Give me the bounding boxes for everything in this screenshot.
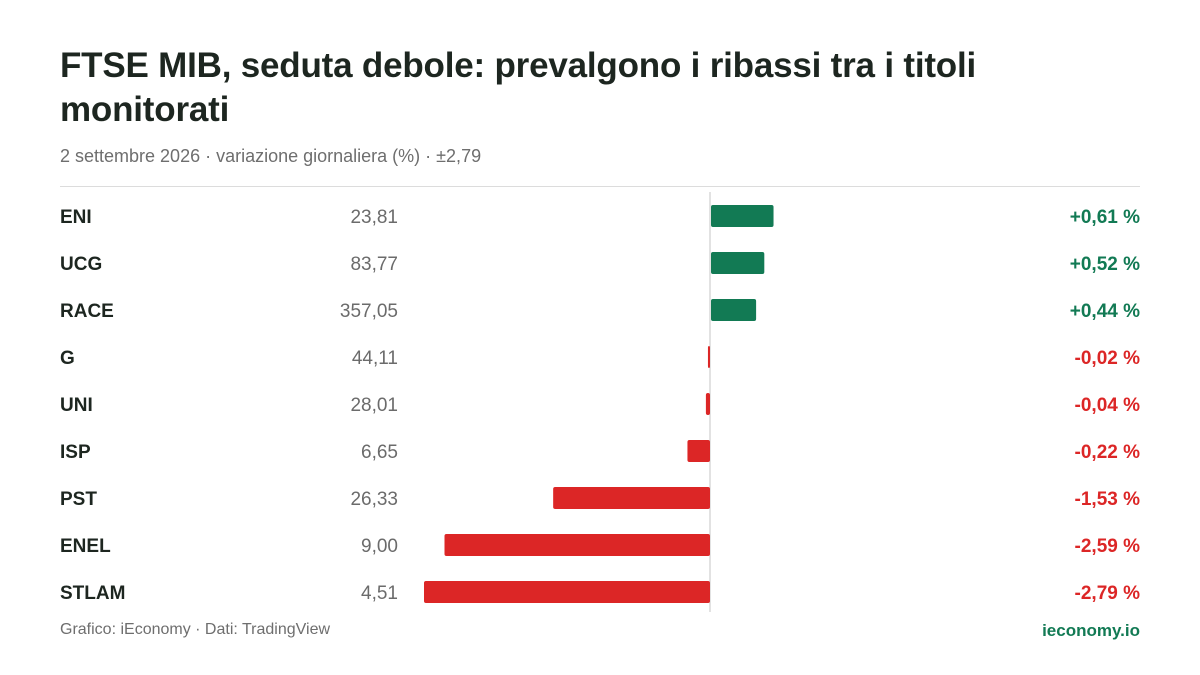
change-label: +0,61 % <box>1070 207 1140 228</box>
price-label: 26,33 <box>350 489 398 510</box>
price-label: 83,77 <box>350 254 398 275</box>
price-label: 23,81 <box>350 207 398 228</box>
price-label: 6,65 <box>361 442 398 463</box>
ticker-label: UCG <box>60 254 102 275</box>
change-label: +0,44 % <box>1070 301 1140 322</box>
ticker-label: ENEL <box>60 536 111 557</box>
bar-g <box>707 346 710 368</box>
change-label: -0,22 % <box>1075 442 1141 463</box>
ticker-label: STLAM <box>60 583 125 604</box>
ticker-label: G <box>60 348 75 369</box>
ticker-label: ENI <box>60 207 92 228</box>
bar-enel <box>444 534 710 556</box>
bar-eni <box>711 205 774 227</box>
bar-ucg <box>711 252 765 274</box>
change-label: +0,52 % <box>1070 254 1140 275</box>
bar-stlam <box>424 581 710 603</box>
price-label: 4,51 <box>361 583 398 604</box>
header-divider <box>60 186 1140 187</box>
change-label: -0,02 % <box>1075 348 1141 369</box>
price-label: 28,01 <box>350 395 398 416</box>
price-label: 9,00 <box>361 536 398 557</box>
price-label: 357,05 <box>340 301 398 322</box>
ticker-label: RACE <box>60 301 114 322</box>
brand-link[interactable]: ieconomy.io <box>1042 621 1140 640</box>
chart-title: FTSE MIB, seduta debole: prevalgono i ri… <box>60 46 977 129</box>
change-label: -1,53 % <box>1075 489 1141 510</box>
bar-isp <box>687 440 710 462</box>
change-label: -2,59 % <box>1075 536 1141 557</box>
chart-subtitle: 2 settembre 2026 · variazione giornalier… <box>60 146 482 166</box>
ticker-label: ISP <box>60 442 91 463</box>
change-label: -0,04 % <box>1075 395 1141 416</box>
bar-uni <box>705 393 710 415</box>
ticker-label: UNI <box>60 395 93 416</box>
source-credit: Grafico: iEconomy · Dati: TradingView <box>60 621 331 638</box>
bar-pst <box>553 487 710 509</box>
bar-race <box>711 299 757 321</box>
price-label: 44,11 <box>352 348 398 369</box>
ticker-label: PST <box>60 489 97 510</box>
change-label: -2,79 % <box>1075 583 1141 604</box>
